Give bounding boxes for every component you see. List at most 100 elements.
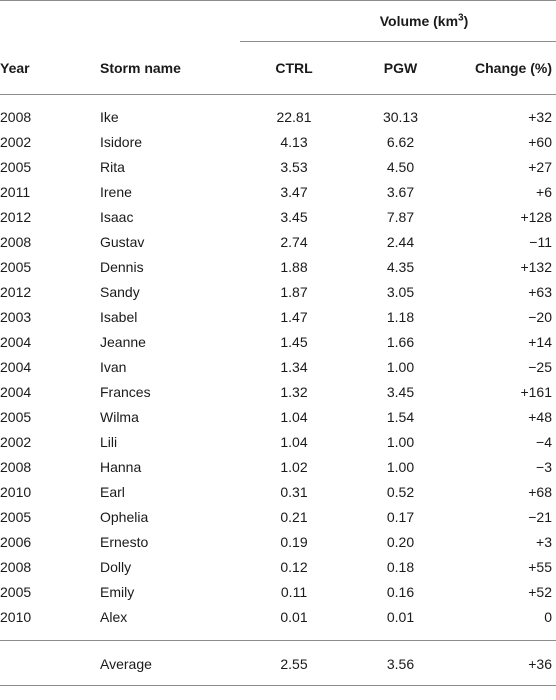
- cell-year: 2008: [0, 559, 32, 575]
- cell-ctrl: 0.12: [280, 559, 308, 575]
- cell-change: −20: [528, 309, 552, 325]
- cell-ctrl: 3.53: [280, 159, 308, 175]
- cell-pgw: 30.13: [382, 109, 419, 125]
- cell-pgw: 7.87: [386, 209, 415, 225]
- cell-change: −4: [536, 434, 552, 450]
- cell-change: +14: [528, 334, 552, 350]
- cell-change: +27: [528, 159, 552, 175]
- cell-pgw: 0.16: [386, 584, 415, 600]
- cell-year: 2004: [0, 334, 32, 350]
- cell-ctrl: 3.47: [280, 184, 308, 200]
- cell-year: 2004: [0, 359, 32, 375]
- cell-change: +52: [528, 584, 552, 600]
- cell-average-label: Average: [100, 656, 152, 672]
- cell-change: +68: [528, 484, 552, 500]
- cell-ctrl: 1.04: [280, 409, 308, 425]
- cell-pgw: 1.00: [386, 434, 415, 450]
- volume-group-header: Volume (km3): [240, 1, 556, 42]
- cell-year: 2005: [0, 259, 32, 275]
- cell-year: 2005: [0, 409, 32, 425]
- cell-average-change: +36: [528, 656, 552, 672]
- cell-year: 2012: [0, 209, 32, 225]
- cell-year: 2008: [0, 459, 32, 475]
- table-row: 2012 Isaac 3.45 7.87 +128: [0, 205, 556, 230]
- cell-pgw: 1.54: [386, 409, 415, 425]
- cell-change: −21: [528, 509, 552, 525]
- cell-ctrl: 1.04: [280, 434, 308, 450]
- cell-pgw: 0.01: [386, 609, 415, 625]
- cell-change: +32: [528, 109, 552, 125]
- cell-ctrl: 22.81: [276, 109, 312, 125]
- cell-year: 2002: [0, 434, 32, 450]
- cell-pgw: 0.18: [386, 559, 415, 575]
- cell-pgw: 1.00: [386, 459, 415, 475]
- cell-change: +161: [520, 384, 552, 400]
- cell-pgw: 4.50: [386, 159, 415, 175]
- cell-storm-name: Frances: [100, 384, 151, 400]
- cell-pgw: 4.35: [386, 259, 415, 275]
- cell-storm-name: Ernesto: [100, 534, 149, 550]
- cell-average-pgw: 3.56: [386, 656, 415, 672]
- table-row: 2003 Isabel 1.47 1.18 −20: [0, 305, 556, 330]
- column-header-storm-name: Storm name: [100, 41, 240, 95]
- column-header-change: Change (%): [453, 41, 556, 95]
- cell-change: +48: [528, 409, 552, 425]
- cell-change: +55: [528, 559, 552, 575]
- cell-pgw: 0.17: [386, 509, 415, 525]
- table-row: 2008 Gustav 2.74 2.44 −11: [0, 230, 556, 255]
- cell-ctrl: 0.31: [280, 484, 308, 500]
- header-spacer: [0, 95, 556, 106]
- cell-ctrl: 1.45: [280, 334, 308, 350]
- cell-change: +128: [520, 209, 552, 225]
- table-row: 2004 Frances 1.32 3.45 +161: [0, 380, 556, 405]
- cell-change: +60: [528, 134, 552, 150]
- cell-ctrl: 1.34: [280, 359, 308, 375]
- cell-storm-name: Hanna: [100, 459, 142, 475]
- table-row: 2012 Sandy 1.87 3.05 +63: [0, 280, 556, 305]
- volume-header-suffix: ): [463, 13, 469, 29]
- table-row: 2005 Dennis 1.88 4.35 +132: [0, 255, 556, 280]
- cell-pgw: 0.52: [386, 484, 415, 500]
- cell-storm-name: Isabel: [100, 309, 138, 325]
- cell-storm-name: Emily: [100, 584, 135, 600]
- table-row: 2010 Alex 0.01 0.01 0: [0, 605, 556, 630]
- cell-pgw: 3.67: [386, 184, 415, 200]
- table-row: 2005 Rita 3.53 4.50 +27: [0, 155, 556, 180]
- cell-pgw: 0.20: [386, 534, 415, 550]
- cell-change: −3: [536, 459, 552, 475]
- cell-change: 0: [544, 609, 552, 625]
- column-header-year: Year: [0, 41, 100, 95]
- table-row: 2005 Wilma 1.04 1.54 +48: [0, 405, 556, 430]
- table-row: 2010 Earl 0.31 0.52 +68: [0, 480, 556, 505]
- cell-year: 2012: [0, 284, 32, 300]
- average-separator-rule: [0, 640, 556, 651]
- cell-pgw: 6.62: [386, 134, 415, 150]
- cell-storm-name: Sandy: [100, 284, 140, 300]
- cell-change: +3: [536, 534, 552, 550]
- cell-year: 2010: [0, 484, 32, 500]
- cell-change: +132: [520, 259, 552, 275]
- cell-storm-name: Earl: [100, 484, 125, 500]
- cell-pgw: 3.45: [386, 384, 415, 400]
- cell-storm-name: Gustav: [100, 234, 145, 250]
- group-header-row: Volume (km3): [0, 1, 556, 42]
- table-row: 2008 Dolly 0.12 0.18 +55: [0, 555, 556, 580]
- cell-year: 2011: [0, 184, 31, 200]
- footer-spacer: [0, 677, 556, 686]
- cell-storm-name: Wilma: [100, 409, 139, 425]
- cell-storm-name: Ophelia: [100, 509, 149, 525]
- column-header-row: Year Storm name CTRL PGW Change (%): [0, 41, 556, 95]
- column-header-pgw: PGW: [348, 41, 453, 95]
- cell-ctrl: 0.11: [280, 584, 308, 600]
- cell-pgw: 1.18: [386, 309, 415, 325]
- cell-storm-name: Isidore: [100, 134, 143, 150]
- volume-header-label: Volume (km: [379, 13, 459, 29]
- cell-storm-name: Isaac: [100, 209, 134, 225]
- cell-ctrl: 1.88: [280, 259, 308, 275]
- cell-year: 2005: [0, 584, 32, 600]
- cell-storm-name: Dolly: [100, 559, 132, 575]
- table-row: 2004 Jeanne 1.45 1.66 +14: [0, 330, 556, 355]
- cell-year: 2010: [0, 609, 32, 625]
- table-row: 2008 Ike 22.81 30.13 +32: [0, 105, 556, 130]
